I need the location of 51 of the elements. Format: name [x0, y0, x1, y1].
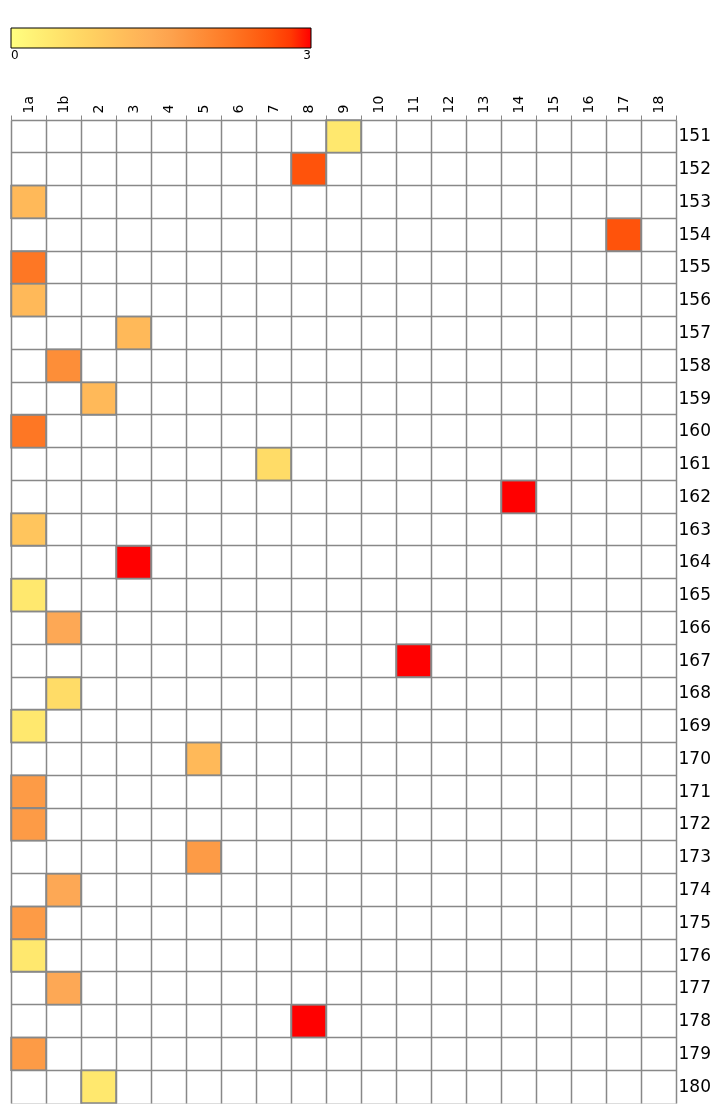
- y-tick-label: 172: [678, 813, 711, 834]
- y-tick-label: 171: [678, 780, 711, 801]
- x-tick-label: 13: [475, 95, 491, 114]
- x-tick-label: 18: [650, 95, 666, 114]
- y-tick-label: 162: [678, 485, 711, 506]
- y-tick-label: 165: [678, 584, 711, 605]
- y-tick-label: 170: [678, 747, 711, 768]
- x-tick-label: 14: [510, 95, 526, 114]
- x-tick-label: 6: [230, 104, 246, 114]
- y-tick-label: 164: [678, 551, 711, 572]
- x-tick-label: 4: [160, 104, 176, 114]
- x-tick-label: 1b: [55, 95, 71, 114]
- x-tick-label: 11: [405, 95, 421, 114]
- y-tick-label: 161: [678, 453, 711, 474]
- y-tick-label: 163: [678, 518, 711, 539]
- x-tick-label: 1a: [20, 96, 36, 114]
- y-tick-label: 175: [678, 911, 711, 932]
- y-tick-label: 176: [678, 944, 711, 965]
- color-bar-label: 3: [303, 48, 311, 62]
- y-tick-label: 156: [678, 289, 711, 310]
- color-bar-label: 0: [11, 48, 19, 62]
- y-tick-label: 155: [678, 256, 711, 277]
- y-tick-label: 174: [678, 879, 711, 900]
- x-tick-label: 12: [440, 95, 456, 114]
- y-tick-label: 179: [678, 1042, 711, 1063]
- x-tick-label: 2: [90, 104, 106, 114]
- x-tick-label: 8: [300, 104, 316, 114]
- y-tick-label: 157: [678, 321, 711, 342]
- y-tick-label: 178: [678, 1010, 711, 1031]
- y-tick-label: 154: [678, 223, 711, 244]
- x-tick-label: 15: [545, 95, 561, 114]
- y-tick-label: 169: [678, 715, 711, 736]
- y-tick-label: 159: [678, 387, 711, 408]
- x-tick-label: 10: [370, 95, 386, 114]
- y-tick-label: 177: [678, 977, 711, 998]
- x-tick-label: 9: [335, 104, 351, 114]
- x-tick-label: 17: [615, 95, 631, 114]
- y-tick-label: 153: [678, 190, 711, 211]
- y-tick-label: 173: [678, 846, 711, 867]
- y-tick-label: 160: [678, 420, 711, 441]
- x-tick-label: 5: [195, 104, 211, 114]
- x-tick-label: 16: [580, 95, 596, 114]
- y-tick-label: 151: [678, 125, 711, 146]
- y-tick-label: 168: [678, 682, 711, 703]
- y-tick-label: 167: [678, 649, 711, 670]
- y-tick-label: 152: [678, 158, 711, 179]
- y-tick-label: 166: [678, 616, 711, 637]
- x-tick-label: 3: [125, 104, 141, 114]
- x-tick-label: 7: [265, 104, 281, 114]
- y-tick-label: 158: [678, 354, 711, 375]
- y-tick-label: 180: [678, 1075, 711, 1096]
